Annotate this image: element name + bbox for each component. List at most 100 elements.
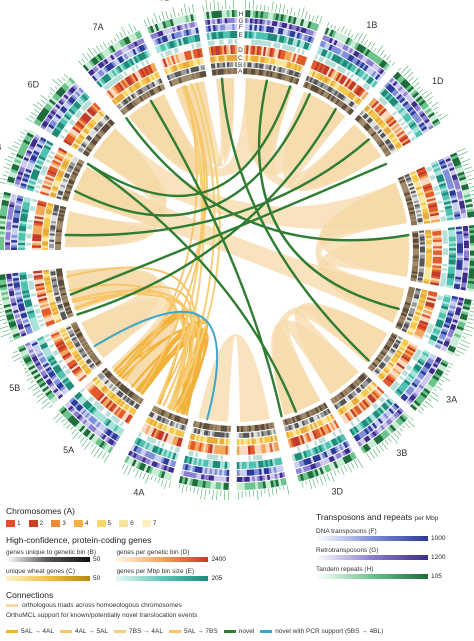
track-bin [362, 82, 368, 89]
track-bin [30, 154, 38, 160]
track-bin [51, 131, 59, 138]
track-bin [273, 442, 278, 452]
track-bin [218, 445, 222, 455]
track-bin [314, 79, 319, 86]
track-bin [261, 437, 265, 444]
track-bin [394, 92, 401, 99]
track-bin [393, 343, 399, 348]
track-bin [206, 467, 210, 475]
track-bin [412, 299, 418, 304]
track-bin [0, 223, 6, 227]
track-bin [43, 226, 50, 230]
track-bin [161, 21, 167, 29]
track-bin [353, 104, 358, 110]
track-bin [55, 391, 62, 398]
track-bin [263, 453, 268, 460]
track-bin [419, 382, 426, 388]
track-bin [227, 455, 230, 461]
track-bin [313, 71, 318, 79]
track-bin [68, 165, 74, 170]
track-bin [309, 470, 315, 479]
track-bin [140, 440, 146, 448]
track-bin [361, 121, 368, 128]
track-bin [428, 290, 438, 296]
track-bin [112, 43, 118, 52]
track-bin [378, 59, 386, 67]
track-bin [116, 65, 123, 73]
track-bin [80, 426, 88, 434]
track-bin [46, 156, 53, 162]
track-bin [450, 154, 459, 161]
track-bin [247, 55, 251, 62]
track-bin [331, 431, 337, 438]
track-bin [62, 159, 70, 165]
track-bin [373, 124, 379, 130]
track-bin [99, 77, 107, 85]
repeat-tick [153, 12, 158, 23]
track-bin [251, 469, 255, 476]
track-bin [87, 423, 93, 430]
track-bin [85, 358, 91, 363]
track-bin [46, 125, 54, 132]
track-bin [468, 227, 474, 231]
track-bin [309, 441, 314, 448]
track-bin [111, 377, 117, 383]
track-bin [266, 41, 270, 47]
track-bin [41, 360, 48, 366]
track-bin [316, 454, 322, 461]
track-bin [389, 134, 396, 140]
track-bin [229, 68, 232, 75]
track-bin [413, 390, 420, 396]
track-bin [339, 457, 346, 466]
track-bin [468, 275, 474, 279]
track-bin [86, 61, 94, 69]
track-bin [33, 276, 44, 281]
track-bin [362, 381, 368, 387]
track-bin [282, 14, 287, 23]
track-bin [140, 61, 146, 67]
track-bin [240, 425, 244, 432]
track-bin [432, 363, 439, 369]
track-bin [349, 82, 357, 91]
repeat-tick [26, 373, 31, 377]
track-bin [69, 333, 75, 338]
track-bin [0, 239, 5, 243]
track-bin [72, 84, 78, 91]
track-bin [169, 420, 174, 427]
track-bin [368, 128, 374, 135]
track-bin [441, 268, 448, 272]
track-bin [104, 114, 110, 120]
track-bin [118, 383, 124, 390]
track-bin [7, 178, 15, 184]
track-bin [83, 366, 90, 373]
track-bin [288, 425, 292, 431]
track-bin [378, 352, 385, 358]
track-bin [358, 421, 366, 430]
track-bin [46, 354, 54, 361]
track-bin [351, 451, 357, 460]
track-bin [218, 476, 222, 482]
track-bin [37, 365, 44, 371]
track-bin [401, 185, 408, 190]
track-bin [302, 28, 308, 34]
track-bin [90, 407, 98, 415]
track-bin [258, 32, 262, 40]
track-bin [95, 72, 102, 79]
track-bin [19, 309, 27, 315]
track-bin [340, 76, 348, 85]
track-bin [388, 408, 395, 415]
track-bin [462, 188, 470, 194]
track-bin [91, 104, 100, 113]
track-bin [44, 118, 51, 124]
track-bin [296, 48, 301, 54]
track-bin [299, 427, 304, 435]
track-bin [401, 355, 410, 363]
repeat-tick [416, 86, 421, 90]
track-bin [12, 163, 20, 169]
repeat-tick [164, 480, 168, 490]
track-bin [4, 308, 13, 314]
track-bin [301, 49, 306, 56]
track-bin [190, 60, 195, 67]
track-bin [134, 71, 141, 81]
track-bin [60, 132, 67, 137]
